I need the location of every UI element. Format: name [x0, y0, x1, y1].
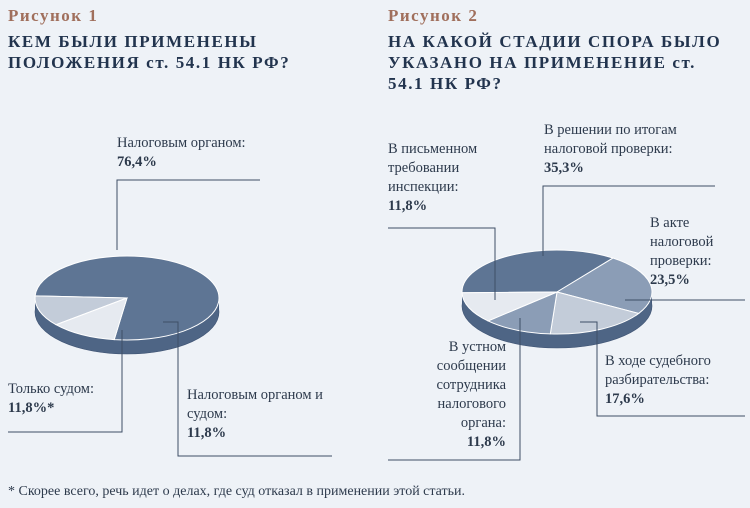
fig2-label-court: В ходе судебного разбирательства: 17,6% — [605, 352, 745, 409]
fig2-leader-written — [388, 227, 496, 300]
fig2-pie-side — [462, 292, 652, 348]
fig2-label-act-text: В акте налоговой проверки: — [650, 215, 714, 269]
fig1-slice-1 — [34, 295, 128, 326]
figure1-title: КЕМ БЫЛИ ПРИМЕНЕНЫ ПОЛОЖЕНИЯ ст. 54.1 НК… — [8, 32, 291, 72]
fig1-value-authority-and-court: 11,8% — [187, 425, 227, 441]
fig1-pie-side — [35, 298, 219, 354]
fig2-value-decision: 35,3% — [544, 160, 584, 176]
fig2-label-written-text: В письменном требовании инспекции: — [388, 141, 478, 195]
fig2-label-written: В письменном требовании инспекции: 11,8% — [388, 140, 508, 216]
fig2-slice-4 — [461, 291, 558, 322]
fig1-label-authority-and-court: Налоговым органом и судом: 11,8% — [187, 386, 347, 443]
fig2-label-court-text: В ходе судебного разбирательства: — [605, 353, 711, 388]
fig1-leader-authority-and-court — [163, 321, 332, 457]
fig2-slice-3 — [486, 291, 558, 335]
figure2-title: НА КАКОЙ СТАДИИ СПОРА БЫЛО УКАЗАНО НА ПР… — [388, 32, 722, 93]
fig2-slice-2 — [549, 291, 640, 335]
fig1-leader-tax-authority — [116, 179, 260, 250]
fig1-value-court-only: 11,8%* — [8, 400, 55, 416]
fig2-value-written: 11,8% — [388, 198, 428, 214]
fig1-label-tax-authority: Налоговым органом: 76,4% — [117, 134, 246, 172]
fig2-label-decision-text: В решении по итогам налоговой проверки: — [544, 122, 677, 157]
fig1-label-tax-authority-text: Налоговым органом: — [117, 135, 246, 151]
footnote: * Скорее всего, речь идет о делах, где с… — [8, 484, 466, 499]
fig2-label-act: В акте налоговой проверки: 23,5% — [650, 214, 745, 290]
fig1-label-authority-and-court-text: Налоговым органом и судом: — [187, 387, 323, 422]
fig1-value-tax-authority: 76,4% — [117, 154, 157, 170]
fig1-leader-court-only — [8, 330, 123, 433]
fig2-value-oral: 11,8% — [466, 434, 506, 450]
fig2-leader-decision — [542, 185, 715, 256]
fig1-label-court-only-text: Только судом: — [8, 381, 94, 397]
fig1-slice-2 — [54, 297, 128, 341]
figure1-number: Рисунок 1 — [8, 6, 99, 25]
fig2-label-oral: В устном сообщении сотрудника налогового… — [396, 338, 506, 452]
fig2-value-act: 23,5% — [650, 272, 690, 288]
fig2-leader-oral — [388, 318, 521, 461]
fig2-leader-court — [580, 321, 745, 417]
fig2-label-decision: В решении по итогам налоговой проверки: … — [544, 121, 724, 178]
fig2-slice-0 — [461, 249, 615, 294]
fig1-label-court-only: Только судом: 11,8%* — [8, 380, 94, 418]
fig2-label-oral-text: В устном сообщении сотрудника налогового… — [436, 339, 506, 431]
fig2-value-court: 17,6% — [605, 391, 645, 407]
figure2-number: Рисунок 2 — [388, 6, 479, 25]
